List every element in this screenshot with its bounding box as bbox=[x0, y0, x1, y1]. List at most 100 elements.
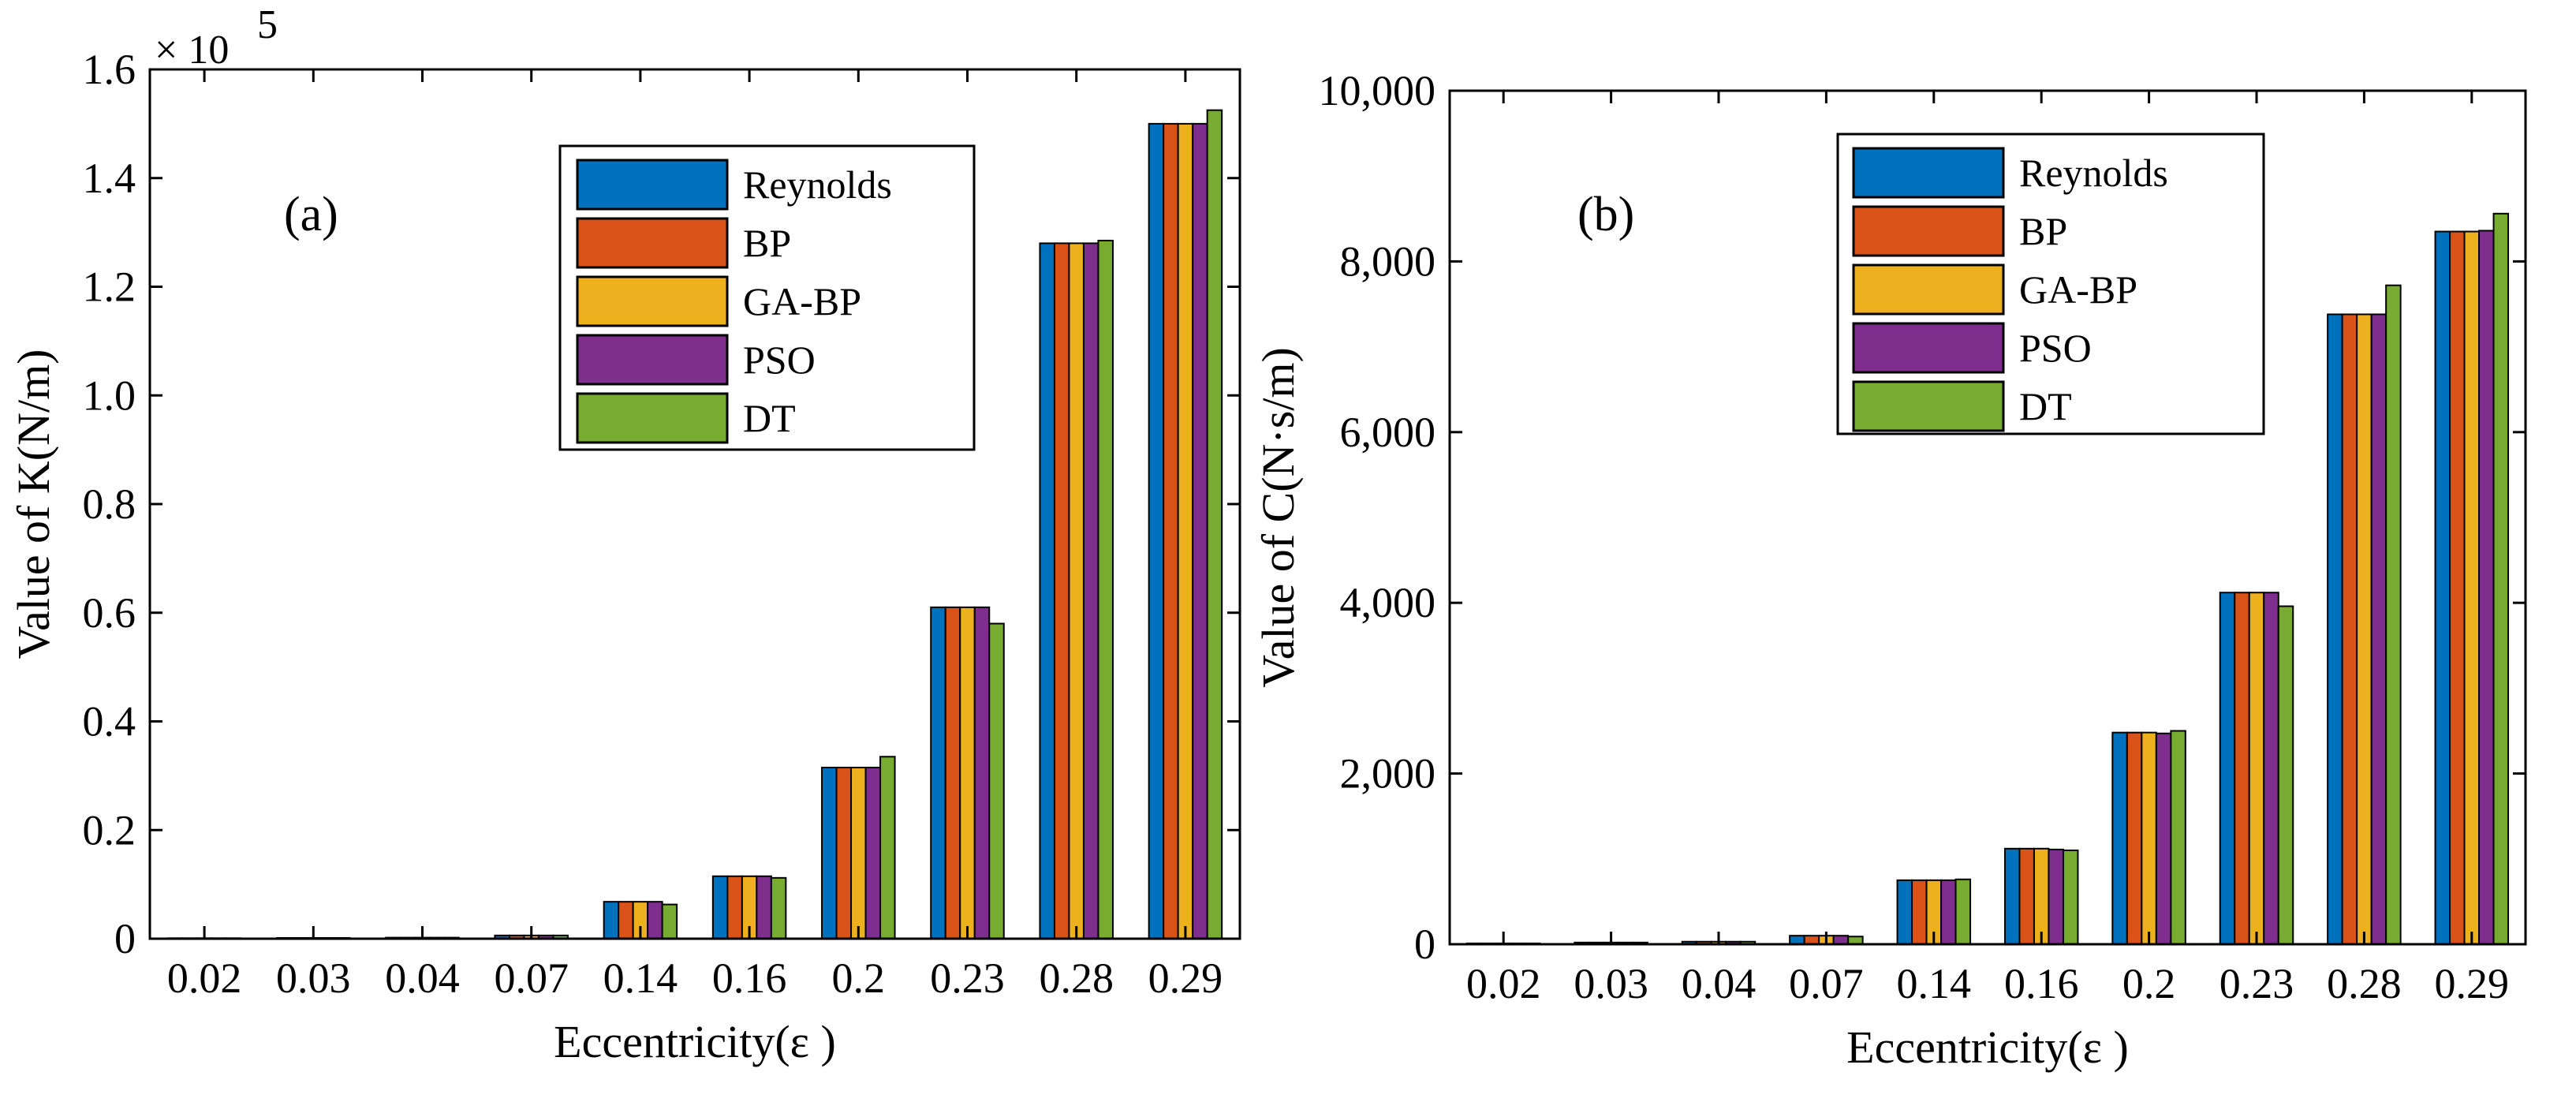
x-tick-label: 0.04 bbox=[385, 954, 460, 1002]
legend-label-pso: PSO bbox=[2019, 326, 2092, 370]
bar-ga-bp-0.29 bbox=[1177, 122, 1194, 940]
x-axis-label: Eccentricity(ε ) bbox=[1846, 1022, 2129, 1073]
bar-bp-0.29 bbox=[2449, 230, 2466, 945]
bar-dt-0.29 bbox=[2492, 212, 2510, 945]
y-tick-label: 0 bbox=[1414, 921, 1435, 968]
x-axis-label: Eccentricity(ε ) bbox=[554, 1016, 836, 1067]
bar-dt-0.16 bbox=[2062, 849, 2079, 945]
bar-pso-0.07 bbox=[1832, 935, 1850, 946]
bar-ga-bp-0.2 bbox=[850, 767, 867, 940]
bar-pso-0.23 bbox=[2263, 592, 2279, 945]
bar-bp-0.07 bbox=[1803, 935, 1820, 946]
legend-swatch-bp bbox=[1852, 205, 2005, 257]
bar-reynolds-0.23 bbox=[930, 606, 946, 940]
x-tick-label: 0.02 bbox=[1466, 960, 1541, 1007]
bar-pso-0.2 bbox=[864, 767, 882, 940]
bar-dt-0.2 bbox=[2170, 730, 2186, 945]
x-tick-label: 0.14 bbox=[603, 954, 678, 1002]
bar-reynolds-0.28 bbox=[2327, 313, 2343, 946]
x-tick-label: 0.23 bbox=[930, 954, 1005, 1002]
x-tick-label: 0.23 bbox=[2219, 960, 2294, 1007]
bar-bp-0.28 bbox=[1053, 242, 1070, 940]
y-tick-label: 1.0 bbox=[83, 372, 136, 419]
bar-dt-0.29 bbox=[1206, 109, 1223, 940]
x-tick-label: 0.02 bbox=[167, 954, 242, 1002]
legend-swatch-bp bbox=[576, 217, 729, 269]
y-axis-label: Value of K(N/m) bbox=[8, 349, 59, 659]
x-tick-label: 0.04 bbox=[1682, 960, 1757, 1007]
bar-pso-0.2 bbox=[2155, 732, 2172, 945]
bar-pso-0.14 bbox=[1940, 879, 1957, 945]
bar-dt-0.28 bbox=[1097, 239, 1114, 940]
y-tick-label: 8,000 bbox=[1340, 237, 1436, 285]
bar-reynolds-0.14 bbox=[1896, 879, 1913, 945]
x-tick-label: 0.28 bbox=[1039, 954, 1114, 1002]
bar-reynolds-0.29 bbox=[1148, 122, 1165, 940]
legend-label-ga-bp: GA-BP bbox=[2019, 267, 2137, 312]
bar-bp-0.16 bbox=[726, 875, 743, 940]
bar-reynolds-0.07 bbox=[1789, 935, 1805, 946]
bar-ga-bp-0.23 bbox=[2248, 592, 2265, 945]
x-tick-label: 0.03 bbox=[276, 954, 351, 1002]
y-multiplier-label: × 10 bbox=[155, 28, 229, 73]
legend: Reynolds BP GA-BP PSO DT bbox=[1836, 133, 2265, 435]
y-tick-label: 1.6 bbox=[83, 46, 136, 93]
chart-panel-b: 0 2,000 4,000 6,000 8,000 10,000 0.02 0.03 0.04 0… bbox=[1253, 67, 2527, 1073]
bar-ga-bp-0.16 bbox=[2033, 847, 2050, 945]
x-tick-label: 0.07 bbox=[494, 954, 569, 1002]
y-tick-label: 0.2 bbox=[83, 806, 136, 854]
bar-dt-0.14 bbox=[661, 903, 678, 940]
bar-reynolds-0.16 bbox=[711, 875, 729, 940]
series-pso bbox=[1510, 230, 2495, 946]
bar-bp-0.14 bbox=[1911, 879, 1928, 945]
legend-label-reynolds: Reynolds bbox=[2019, 151, 2168, 195]
y-tick-label: 0.4 bbox=[83, 698, 136, 745]
legend-swatch-pso bbox=[1852, 322, 2005, 374]
bar-dt-0.2 bbox=[879, 756, 896, 940]
legend-label-dt: DT bbox=[2019, 384, 2072, 428]
bar-dt-0.23 bbox=[988, 622, 1005, 940]
y-tick-label: 2,000 bbox=[1340, 750, 1436, 798]
legend-swatch-pso bbox=[576, 334, 729, 386]
bar-ga-bp-0.28 bbox=[1068, 242, 1085, 940]
y-tick-label: 1.2 bbox=[83, 263, 136, 311]
legend-label-ga-bp: GA-BP bbox=[743, 279, 861, 323]
x-tick-label: 0.03 bbox=[1574, 960, 1648, 1007]
x-tick-label: 0.16 bbox=[2004, 960, 2079, 1007]
legend-label-reynolds: Reynolds bbox=[743, 162, 892, 207]
x-tick-label: 0.07 bbox=[1789, 960, 1864, 1007]
x-tick-label: 0.14 bbox=[1897, 960, 1972, 1007]
bar-bp-0.29 bbox=[1163, 122, 1179, 940]
bar-reynolds-0.23 bbox=[2219, 592, 2236, 945]
legend: Reynolds BP GA-BP PSO DT bbox=[558, 144, 976, 451]
legend-swatch-reynolds bbox=[1852, 147, 2005, 199]
bar-ga-bp-0.23 bbox=[959, 606, 976, 940]
legend-swatch-dt bbox=[1852, 380, 2005, 432]
bar-bp-0.14 bbox=[618, 901, 634, 940]
plot-area-frame bbox=[1448, 89, 2527, 946]
x-tick-label: 0.29 bbox=[1148, 954, 1223, 1002]
chart-panel-a: 0 0.2 0.4 0.6 0.8 1.0 1.2 1.4 1.6 0.02 0.03 0.04 0.0… bbox=[8, 2, 1241, 1067]
y-tick-label: 0 bbox=[114, 915, 136, 962]
bar-pso-0.23 bbox=[973, 606, 991, 940]
legend-swatch-ga-bp bbox=[576, 275, 729, 327]
bar-bp-0.16 bbox=[2018, 847, 2035, 945]
bar-dt-0.23 bbox=[2277, 605, 2294, 946]
bar-reynolds-0.29 bbox=[2434, 230, 2451, 945]
series-bp bbox=[181, 122, 1179, 940]
y-tick-label: 10,000 bbox=[1319, 67, 1436, 114]
bar-pso-0.28 bbox=[1082, 242, 1099, 940]
series-ga-bp bbox=[1495, 230, 2481, 946]
x-tick-label: 0.29 bbox=[2435, 960, 2510, 1007]
y-tick-label: 1.4 bbox=[83, 155, 136, 202]
bar-ga-bp-0.29 bbox=[2463, 230, 2481, 945]
bar-bp-0.2 bbox=[835, 767, 853, 940]
bar-bp-0.2 bbox=[2126, 731, 2143, 945]
bar-pso-0.29 bbox=[2478, 230, 2495, 945]
y-axis-label: Value of C(N·s/m) bbox=[1253, 347, 1304, 688]
bar-reynolds-0.2 bbox=[2111, 731, 2128, 945]
series-reynolds bbox=[1465, 230, 2451, 946]
bar-dt-0.28 bbox=[2385, 284, 2402, 945]
bar-dt-0.14 bbox=[1954, 878, 1972, 946]
